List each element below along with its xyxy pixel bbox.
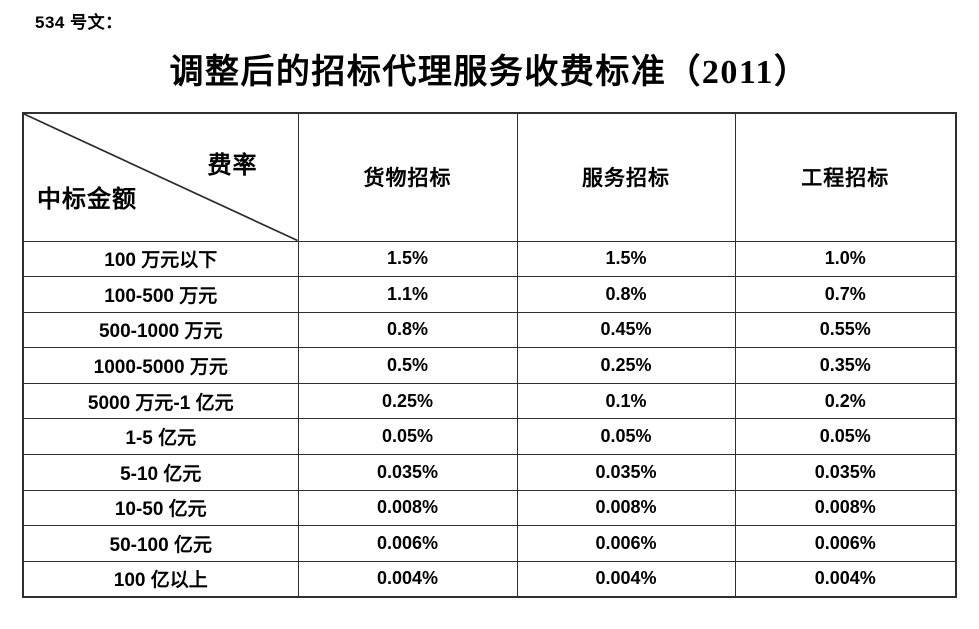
table-row: 10-50 亿元 0.008% 0.008% 0.008% [22, 489, 957, 527]
rate-cell: 0.5% [297, 347, 518, 384]
rate-cell: 0.05% [734, 418, 957, 456]
rate-cell: 0.1% [516, 382, 736, 420]
table-row: 100-500 万元 1.1% 0.8% 0.7% [22, 276, 957, 313]
amount-range-cell: 1-5 亿元 [22, 418, 299, 456]
rate-cell: 0.05% [297, 418, 518, 456]
rate-cell: 0.004% [297, 560, 518, 598]
amount-range-cell: 100 亿以上 [22, 560, 299, 598]
rate-cell: 0.008% [297, 489, 518, 527]
corner-label-amount: 中标金额 [37, 186, 137, 213]
rate-cell: 1.1% [297, 276, 518, 313]
rate-cell: 0.008% [734, 489, 957, 527]
rate-cell: 1.0% [734, 240, 957, 278]
amount-range-cell: 1000-5000 万元 [22, 347, 299, 384]
rate-cell: 0.2% [734, 382, 957, 420]
table-row: 100 万元以下 1.5% 1.5% 1.0% [22, 240, 957, 278]
rate-cell: 1.5% [297, 240, 518, 278]
rate-cell: 0.25% [297, 382, 518, 420]
table-header-row: 费率 中标金额 货物招标 服务招标 工程招标 [22, 112, 957, 242]
rate-cell: 0.7% [734, 276, 957, 313]
rate-cell: 0.8% [516, 276, 736, 313]
table-row: 500-1000 万元 0.8% 0.45% 0.55% [22, 311, 957, 349]
amount-range-cell: 100 万元以下 [22, 240, 299, 278]
rate-cell: 0.008% [516, 489, 736, 527]
rate-cell: 0.006% [297, 525, 518, 562]
table-row: 100 亿以上 0.004% 0.004% 0.004% [22, 560, 957, 598]
rate-cell: 0.006% [516, 525, 736, 562]
rate-cell: 0.55% [734, 311, 957, 349]
corner-header-cell: 费率 中标金额 [22, 112, 299, 242]
rate-cell: 0.004% [734, 560, 957, 598]
diagonal-divider-line [24, 114, 298, 241]
column-header-service: 服务招标 [516, 112, 736, 242]
rate-cell: 0.8% [297, 311, 518, 349]
amount-range-cell: 100-500 万元 [22, 276, 299, 313]
amount-range-cell: 5-10 亿元 [22, 454, 299, 491]
table-row: 1-5 亿元 0.05% 0.05% 0.05% [22, 418, 957, 456]
table-row: 5-10 亿元 0.035% 0.035% 0.035% [22, 454, 957, 491]
corner-label-rate: 费率 [207, 153, 258, 179]
rate-cell: 0.25% [516, 347, 736, 384]
amount-range-cell: 5000 万元-1 亿元 [22, 382, 299, 420]
rate-cell: 0.35% [734, 347, 957, 384]
rate-cell: 0.45% [516, 311, 736, 349]
fee-standard-table: 费率 中标金额 货物招标 服务招标 工程招标 100 万元以下 1.5% 1.5… [22, 112, 957, 598]
rate-cell: 0.035% [516, 454, 736, 491]
amount-range-cell: 50-100 亿元 [22, 525, 299, 562]
table-row: 1000-5000 万元 0.5% 0.25% 0.35% [22, 347, 957, 384]
rate-cell: 1.5% [516, 240, 736, 278]
page-title: 调整后的招标代理服务收费标准（2011） [169, 54, 810, 91]
column-header-engineering: 工程招标 [734, 112, 957, 242]
table-row: 50-100 亿元 0.006% 0.006% 0.006% [22, 525, 957, 562]
doc-number: 534 号文： [35, 13, 123, 32]
rate-cell: 0.004% [516, 560, 736, 598]
rate-cell: 0.006% [734, 525, 957, 562]
rate-cell: 0.035% [734, 454, 957, 491]
table-row: 5000 万元-1 亿元 0.25% 0.1% 0.2% [22, 382, 957, 420]
rate-cell: 0.05% [516, 418, 736, 456]
amount-range-cell: 500-1000 万元 [22, 311, 299, 349]
column-header-goods: 货物招标 [297, 112, 518, 242]
amount-range-cell: 10-50 亿元 [22, 489, 299, 527]
rate-cell: 0.035% [297, 454, 518, 491]
